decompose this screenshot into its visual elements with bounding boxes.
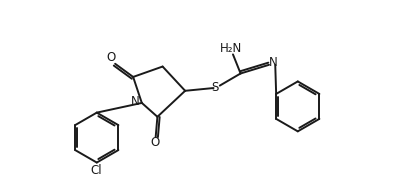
Text: O: O (150, 136, 160, 149)
Text: Cl: Cl (90, 164, 102, 177)
Text: H₂N: H₂N (220, 42, 242, 55)
Text: N: N (131, 95, 140, 108)
Text: O: O (106, 51, 115, 64)
Text: N: N (269, 56, 278, 69)
Text: S: S (211, 81, 219, 94)
